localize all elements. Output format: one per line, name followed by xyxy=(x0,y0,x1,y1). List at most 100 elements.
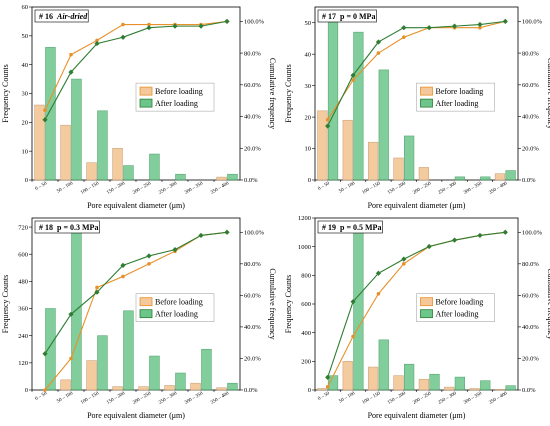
legend-label: After loading xyxy=(436,310,479,319)
x-category-label: 200 – 250 xyxy=(132,181,152,196)
cumulative-point-after xyxy=(325,374,331,380)
x-category-label: 100 – 150 xyxy=(80,181,100,196)
cumulative-point-after xyxy=(42,117,48,123)
panel-title-condition: p = 0 MPa xyxy=(340,12,375,21)
cumulative-point-after xyxy=(198,23,204,29)
y2-tick-label: 20.0% xyxy=(244,145,261,152)
y2-tick-label: 60.0% xyxy=(244,82,261,89)
bar-after-loading xyxy=(97,335,108,391)
bar-after-loading xyxy=(149,355,160,391)
cumulative-point-before xyxy=(147,262,151,266)
panel-title-text: # 18 p = 0.3 MPa xyxy=(39,223,98,232)
bar-after-loading xyxy=(480,176,491,181)
y-tick-label: 1000 xyxy=(298,244,311,251)
bar-after-loading xyxy=(454,376,466,391)
cumulative-point-before xyxy=(147,22,151,27)
bar-after-loading xyxy=(175,372,186,391)
bar-after-loading xyxy=(404,135,415,181)
bar-before-loading xyxy=(444,386,455,391)
y-tick-label: 50 xyxy=(22,33,29,40)
y-tick-label: 20 xyxy=(305,114,312,121)
y-tick-label: 1200 xyxy=(298,215,311,222)
panel-title: # 19 p = 0.5 MPa xyxy=(317,220,383,234)
x-category-label: 50 – 100 xyxy=(338,391,356,404)
bar-after-loading xyxy=(201,348,212,391)
bar-before-loading xyxy=(138,386,149,391)
x-category-label: 250 – 300 xyxy=(158,181,178,196)
bar-after-loading xyxy=(378,339,389,391)
bar-before-loading xyxy=(342,119,353,181)
legend-swatch-after xyxy=(139,309,153,319)
y-tick-label: 40 xyxy=(305,51,312,58)
y2-tick-label: 60.0% xyxy=(522,293,539,300)
cumulative-point-after xyxy=(401,25,407,31)
bar-before-loading xyxy=(60,124,71,181)
x-axis-title: Pore equivalent diameter (μm) xyxy=(368,411,466,420)
chart-panel-2: 0 10 20 30 40 50 0.0% 20.0% 40.0% 60.0% 80.0% 100.0… xyxy=(284,6,550,210)
legend-swatch-before xyxy=(420,297,433,307)
bar-after-loading xyxy=(123,165,134,181)
x-category-label: 150 – 200 xyxy=(387,391,407,406)
cumulative-point-before xyxy=(69,52,73,57)
cumulative-point-before xyxy=(69,356,73,361)
y-axis-title: Frequency Counts xyxy=(284,275,293,333)
cumulative-line-after xyxy=(327,231,506,378)
bar-before-loading xyxy=(418,167,429,181)
cumulative-point-after xyxy=(375,39,382,45)
y-tick-label: 400 xyxy=(301,330,311,337)
panel-title-number: # 16 xyxy=(39,12,53,21)
legend-swatch-before xyxy=(139,297,153,307)
y2-axis-title: Cumulative frequency xyxy=(546,268,550,339)
cumulative-point-before xyxy=(402,35,406,40)
y-tick-label: 30 xyxy=(305,83,312,90)
x-category-label: 250 – 300 xyxy=(438,181,458,196)
cumulative-point-before xyxy=(376,51,381,55)
y-tick-label: 720 xyxy=(18,224,28,231)
x-category-label: 100 – 150 xyxy=(362,391,382,406)
y-tick-label: 50 xyxy=(305,20,312,27)
x-category-label: 300 – 350 xyxy=(184,391,204,406)
x-category-label: 150 – 200 xyxy=(106,181,126,196)
x-category-label: 350 – 400 xyxy=(210,181,230,196)
legend-label: After loading xyxy=(436,99,479,108)
x-category-label: 200 – 250 xyxy=(412,391,432,406)
cumulative-point-before xyxy=(121,22,125,27)
cumulative-point-before xyxy=(121,274,125,279)
cumulative-point-before xyxy=(43,388,47,392)
cumulative-point-before xyxy=(43,108,47,112)
y-tick-label: 800 xyxy=(301,273,311,280)
y2-tick-label: 100.0% xyxy=(244,229,265,236)
legend-swatch-before xyxy=(420,86,433,96)
y2-axis-title: Cumulative frequency xyxy=(546,58,550,129)
y2-axis-title: Cumulative frequency xyxy=(268,268,277,339)
x-category-label: 100 – 150 xyxy=(362,181,382,196)
cumulative-line-before xyxy=(327,20,506,121)
bar-before-loading xyxy=(342,361,353,391)
cumulative-point-after xyxy=(120,34,126,40)
cumulative-point-after xyxy=(502,229,508,235)
legend-label: Before loading xyxy=(155,298,203,307)
cumulative-point-after xyxy=(120,262,126,268)
legend-swatch-after xyxy=(139,98,153,108)
bar-after-loading xyxy=(429,373,440,391)
cumulative-point-before xyxy=(402,262,406,266)
bar-after-loading xyxy=(353,226,364,391)
y-tick-label: 200 xyxy=(301,359,311,366)
panel-title-number: # 19 xyxy=(322,223,336,232)
panel-title-box xyxy=(34,9,89,23)
cumulative-point-before xyxy=(478,25,482,30)
chart-panel-3: 0 120 240 360 480 600 720 0.0% 20.0% 40.0% 60.0% 80… xyxy=(1,217,277,420)
bar-after-loading xyxy=(404,363,415,391)
y-tick-label: 10 xyxy=(305,146,312,153)
bar-before-loading xyxy=(393,375,404,391)
x-category-label: 300 – 350 xyxy=(184,181,204,196)
y2-tick-label: 80.0% xyxy=(522,261,539,268)
cumulative-point-after xyxy=(68,69,74,75)
legend: Before loading After loading xyxy=(416,82,495,112)
panel-title-box xyxy=(317,9,377,23)
bar-before-loading xyxy=(469,388,480,391)
panel-title-text: # 19 p = 0.5 MPa xyxy=(322,223,381,232)
cumulative-point-after xyxy=(451,237,458,243)
cumulative-line-before xyxy=(44,20,228,111)
